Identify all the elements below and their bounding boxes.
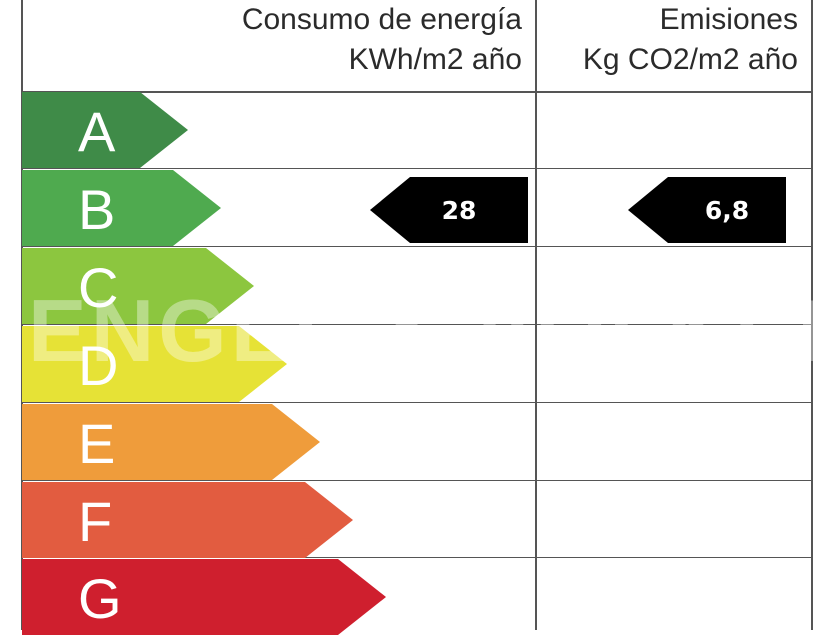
row-divider xyxy=(21,402,813,403)
emissions-indicator: 6,8 xyxy=(628,177,786,243)
rating-letter: G xyxy=(78,567,122,630)
rating-row-f: F xyxy=(22,482,353,558)
rating-arrow-f xyxy=(22,482,353,558)
watermark-logo: ENGEL & VÖLKERS xyxy=(28,281,840,380)
rating-arrow-c xyxy=(22,248,254,324)
row-divider xyxy=(21,480,813,481)
row-divider xyxy=(21,557,813,558)
rating-arrow-b xyxy=(22,170,221,246)
rating-letter: F xyxy=(78,490,113,553)
consumption-value: 28 xyxy=(441,196,477,225)
right-border xyxy=(811,0,813,630)
column-divider xyxy=(535,0,537,630)
rating-row-b: B xyxy=(22,170,221,246)
rating-letter: A xyxy=(78,100,116,163)
rating-arrow-d xyxy=(22,326,287,402)
rating-row-d: D xyxy=(22,326,287,402)
header-divider xyxy=(21,91,813,93)
consumption-arrow-shape xyxy=(370,177,528,243)
emissions-value: 6,8 xyxy=(704,196,750,225)
rating-row-g: G xyxy=(22,559,386,635)
consumption-unit-text: KWh/m2 año xyxy=(348,43,522,76)
rating-letter: B xyxy=(78,178,116,241)
rating-letter: E xyxy=(78,412,116,475)
rating-row-a: A xyxy=(22,92,188,168)
row-divider xyxy=(21,324,813,325)
rating-arrow-g xyxy=(22,559,386,635)
row-divider xyxy=(21,168,813,169)
rating-letter: D xyxy=(78,334,119,397)
rating-arrow-e xyxy=(22,404,320,480)
emissions-arrow-shape xyxy=(628,177,786,243)
consumption-header-unit: KWh/m2 año xyxy=(349,40,522,80)
emissions-unit-text: Kg CO2/m2 año xyxy=(582,43,798,76)
rating-row-e: E xyxy=(22,404,320,480)
rating-letter: C xyxy=(78,256,119,319)
rating-arrow-a xyxy=(22,92,188,168)
rating-row-c: C xyxy=(22,248,254,324)
emissions-header-title: Emisiones xyxy=(659,3,798,36)
row-divider xyxy=(21,246,813,247)
consumption-indicator: 28 xyxy=(370,177,528,243)
consumption-header-title: Consumo de energía xyxy=(241,3,522,36)
emissions-header-unit: Kg CO2/m2 año xyxy=(583,40,798,80)
